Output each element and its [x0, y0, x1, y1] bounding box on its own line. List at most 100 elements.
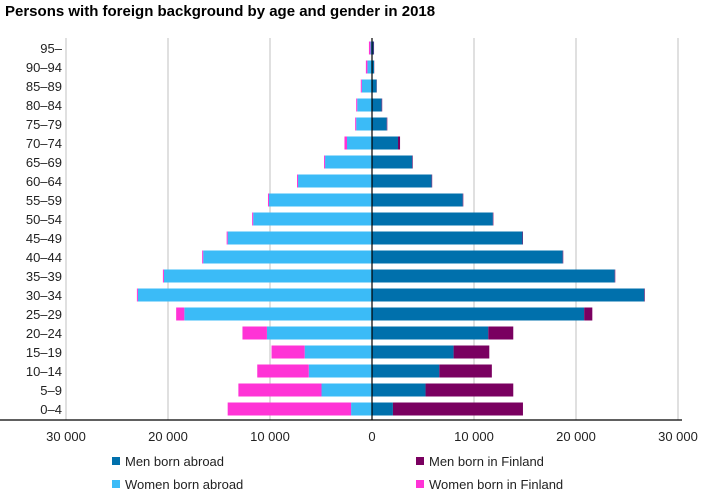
bar-women-born-in-finland — [162, 269, 164, 283]
bar-men-born-in-finland — [562, 250, 564, 264]
bar-women-born-abroad — [370, 41, 372, 55]
bar-men-born-abroad — [372, 402, 393, 416]
bar-men-born-in-finland — [522, 231, 523, 245]
bar-women-born-in-finland — [227, 402, 352, 416]
bar-women-born-abroad — [356, 117, 372, 131]
bar-women-born-in-finland — [267, 193, 269, 207]
bar-men-born-in-finland — [386, 117, 388, 131]
bar-women-born-abroad — [351, 402, 372, 416]
bar-women-born-abroad — [325, 155, 372, 169]
y-tick-label: 0–4 — [40, 402, 62, 417]
bar-women-born-abroad — [227, 231, 372, 245]
bar-women-born-abroad — [298, 174, 372, 188]
bar-women-born-in-finland — [176, 307, 185, 321]
y-tick-label: 15–19 — [26, 345, 62, 360]
y-tick-label: 20–24 — [26, 326, 62, 341]
bar-women-born-abroad — [347, 136, 372, 150]
bar-women-born-in-finland — [242, 326, 267, 340]
y-tick-label: 80–84 — [26, 98, 62, 113]
bar-women-born-in-finland — [297, 174, 299, 188]
legend-label: Men born in Finland — [429, 454, 544, 469]
x-tick-label: 30 000 — [658, 429, 698, 444]
bar-women-born-in-finland — [271, 345, 305, 359]
bar-women-born-in-finland — [368, 41, 371, 55]
bar-women-born-in-finland — [355, 117, 357, 131]
y-tick-label: 25–29 — [26, 307, 62, 322]
bar-men-born-abroad — [372, 117, 387, 131]
bar-women-born-in-finland — [344, 136, 348, 150]
bar-men-born-abroad — [372, 79, 377, 93]
bar-men-born-abroad — [372, 155, 413, 169]
bar-men-born-abroad — [372, 326, 489, 340]
bar-men-born-abroad — [372, 41, 374, 55]
bar-men-born-in-finland — [453, 345, 490, 359]
bar-men-born-abroad — [372, 250, 563, 264]
bar-men-born-abroad — [372, 269, 615, 283]
bar-men-born-abroad — [372, 364, 440, 378]
y-tick-label: 50–54 — [26, 212, 62, 227]
legend-swatch — [112, 480, 120, 488]
bar-men-born-in-finland — [425, 383, 514, 397]
bar-men-born-in-finland — [488, 326, 514, 340]
bar-women-born-abroad — [266, 326, 372, 340]
bar-women-born-abroad — [253, 212, 372, 226]
bar-women-born-abroad — [367, 60, 372, 74]
bar-men-born-abroad — [372, 231, 523, 245]
bar-women-born-in-finland — [257, 364, 309, 378]
x-tick-label: 0 — [368, 429, 375, 444]
bar-men-born-abroad — [372, 136, 399, 150]
bar-men-born-abroad — [372, 345, 454, 359]
x-tick-label: 20 000 — [148, 429, 188, 444]
bar-men-born-abroad — [372, 212, 493, 226]
y-tick-label: 75–79 — [26, 117, 62, 132]
bar-women-born-in-finland — [365, 60, 368, 74]
bar-women-born-in-finland — [202, 250, 204, 264]
x-tick-label: 10 000 — [250, 429, 290, 444]
bar-men-born-in-finland — [381, 98, 383, 112]
y-tick-label: 60–64 — [26, 174, 62, 189]
x-tick-label: 10 000 — [454, 429, 494, 444]
bar-men-born-in-finland — [614, 269, 616, 283]
y-tick-label: 35–39 — [26, 269, 62, 284]
x-tick-label: 30 000 — [46, 429, 86, 444]
bar-women-born-abroad — [268, 193, 372, 207]
y-tick-label: 30–34 — [26, 288, 62, 303]
legend-label: Women born abroad — [125, 477, 243, 492]
bar-women-born-abroad — [321, 383, 372, 397]
legend-label: Men born abroad — [125, 454, 224, 469]
y-tick-label: 70–74 — [26, 136, 62, 151]
bar-women-born-abroad — [308, 364, 372, 378]
bar-men-born-in-finland — [439, 364, 492, 378]
bar-men-born-in-finland — [431, 174, 433, 188]
bar-men-born-abroad — [372, 288, 645, 302]
bar-women-born-abroad — [184, 307, 372, 321]
y-tick-label: 85–89 — [26, 79, 62, 94]
bar-women-born-in-finland — [356, 98, 358, 112]
legend-swatch — [416, 480, 424, 488]
bar-women-born-in-finland — [226, 231, 228, 245]
y-tick-label: 65–69 — [26, 155, 62, 170]
bar-men-born-in-finland — [412, 155, 413, 169]
bar-men-born-in-finland — [584, 307, 593, 321]
bar-women-born-in-finland — [136, 288, 138, 302]
y-tick-label: 45–49 — [26, 231, 62, 246]
bar-women-born-in-finland — [324, 155, 326, 169]
bar-women-born-abroad — [304, 345, 372, 359]
bar-women-born-abroad — [203, 250, 372, 264]
bar-men-born-abroad — [372, 174, 432, 188]
legend-swatch — [416, 457, 424, 465]
bar-men-born-abroad — [372, 60, 375, 74]
y-tick-label: 5–9 — [40, 383, 62, 398]
bar-women-born-in-finland — [360, 79, 362, 93]
bar-women-born-in-finland — [252, 212, 254, 226]
bar-men-born-in-finland — [492, 212, 494, 226]
bar-men-born-in-finland — [644, 288, 645, 302]
bar-women-born-abroad — [137, 288, 372, 302]
chart-title: Persons with foreign background by age a… — [5, 3, 436, 20]
legend-label: Women born in Finland — [429, 477, 563, 492]
bar-men-born-in-finland — [398, 136, 401, 150]
bar-men-born-abroad — [372, 307, 585, 321]
x-tick-label: 20 000 — [556, 429, 596, 444]
